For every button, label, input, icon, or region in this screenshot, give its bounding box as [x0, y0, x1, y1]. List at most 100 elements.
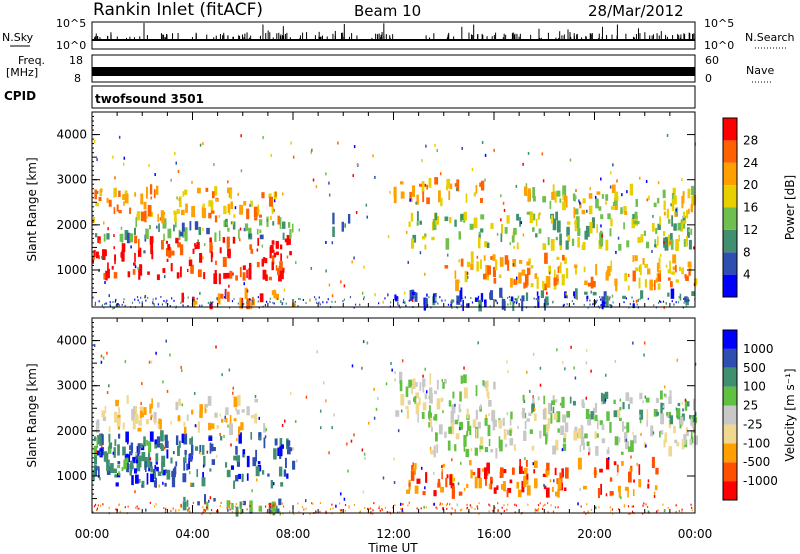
data-cell [579, 202, 582, 209]
data-cell [535, 298, 537, 301]
data-cell [217, 299, 221, 305]
data-cell [183, 426, 187, 435]
data-cell [144, 294, 147, 298]
data-cell [208, 499, 210, 503]
data-cell [170, 420, 172, 425]
data-cell [188, 507, 190, 510]
data-cell [573, 302, 575, 305]
data-cell [459, 409, 462, 413]
data-cell [676, 408, 680, 416]
data-cell [675, 279, 680, 283]
data-cell [667, 411, 672, 419]
data-cell [273, 252, 277, 258]
data-cell [547, 237, 550, 246]
data-cell [407, 260, 409, 264]
data-cell [632, 300, 635, 303]
data-cell [428, 421, 430, 428]
data-cell [212, 301, 214, 304]
data-cell [269, 503, 272, 506]
data-cell [252, 457, 257, 467]
data-cell [467, 420, 470, 432]
data-cell [496, 302, 499, 305]
data-cell [562, 414, 567, 423]
data-cell [391, 368, 393, 372]
data-cell [259, 229, 262, 233]
data-cell [416, 194, 419, 205]
data-cell [367, 507, 369, 510]
data-cell [294, 420, 297, 424]
data-cell [416, 221, 419, 226]
data-cell [188, 256, 191, 260]
data-cell [433, 445, 436, 458]
data-cell [605, 272, 609, 281]
data-cell [193, 392, 196, 396]
data-cell [204, 404, 207, 414]
data-cell [617, 486, 621, 492]
data-cell [451, 458, 453, 462]
data-cell [141, 412, 144, 418]
data-cell [671, 192, 675, 203]
data-cell [444, 265, 449, 269]
data-cell [554, 467, 557, 476]
data-cell [623, 504, 626, 508]
data-cell [670, 203, 672, 207]
data-cell [117, 303, 120, 307]
data-cell [92, 511, 94, 514]
data-cell [256, 261, 260, 268]
data-cell [595, 446, 599, 456]
data-cell [670, 288, 675, 299]
data-cell [590, 369, 592, 373]
data-cell [406, 489, 411, 494]
data-cell [180, 369, 183, 373]
data-cell [461, 146, 463, 150]
data-cell [202, 506, 204, 509]
data-cell [599, 420, 603, 426]
data-cell [327, 298, 329, 301]
data-cell [663, 200, 666, 211]
data-cell [283, 288, 286, 292]
data-cell [557, 478, 562, 490]
data-cell [353, 433, 355, 437]
data-cell [425, 144, 427, 148]
data-cell [537, 298, 539, 301]
data-cell [585, 361, 588, 365]
data-cell [113, 187, 116, 198]
data-cell [408, 379, 413, 388]
data-cell [204, 509, 206, 512]
data-cell [514, 298, 516, 301]
data-cell [684, 296, 688, 303]
data-cell [640, 290, 644, 299]
data-cell [513, 279, 516, 285]
data-cell [442, 410, 444, 414]
panel-background [92, 318, 695, 513]
data-cell [231, 503, 234, 510]
data-cell [228, 189, 232, 198]
colorbar-segment [723, 229, 737, 253]
data-cell [114, 255, 116, 265]
data-cell [673, 223, 677, 231]
data-cell [100, 354, 103, 358]
data-cell [195, 424, 198, 428]
data-cell [484, 446, 489, 453]
data-cell [648, 195, 650, 201]
data-cell [106, 391, 109, 395]
data-cell [612, 201, 617, 207]
data-cell [686, 238, 688, 247]
data-cell [632, 270, 636, 282]
data-cell [653, 494, 656, 498]
data-cell [315, 510, 317, 513]
data-cell [450, 411, 454, 423]
data-cell [271, 261, 274, 271]
y-tick-label: 4000 [56, 128, 87, 142]
data-cell [174, 509, 177, 513]
data-cell [104, 281, 106, 285]
data-cell [163, 233, 165, 242]
data-cell [441, 471, 443, 480]
data-cell [510, 278, 513, 288]
data-cell [607, 213, 611, 220]
data-cell [270, 153, 272, 157]
panel-background [92, 112, 695, 307]
data-cell [322, 301, 324, 304]
data-cell [594, 195, 597, 199]
data-cell [457, 482, 460, 486]
